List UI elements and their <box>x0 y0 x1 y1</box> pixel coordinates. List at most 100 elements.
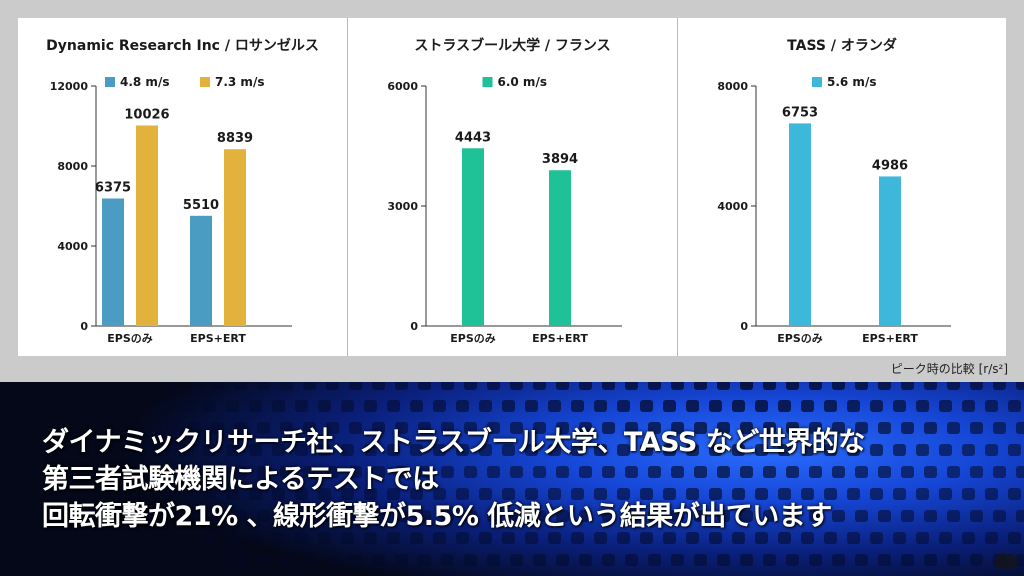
mesh-cell <box>502 444 515 456</box>
mesh-cell <box>686 444 699 456</box>
mesh-cell <box>533 382 546 390</box>
mesh-cell <box>924 382 937 390</box>
data-label: 4443 <box>455 130 491 145</box>
background-mesh-image <box>0 382 1024 576</box>
mesh-cell <box>349 382 362 390</box>
mesh-cell <box>924 510 937 522</box>
panel-divider <box>677 18 678 356</box>
mesh-cell <box>249 488 262 500</box>
mesh-cell <box>303 422 316 434</box>
mesh-cell <box>272 488 285 500</box>
chart-svg: ストラスブール大学 / フランス 6.0 m/s 0 3000 6000 EPSのみ 444… <box>387 37 622 345</box>
mesh-cell <box>349 466 362 478</box>
mesh-cell <box>916 444 929 456</box>
chart-title: TASS / オランダ <box>787 37 897 54</box>
mesh-cell <box>985 488 998 500</box>
mesh-cell <box>579 466 592 478</box>
mesh-cell <box>272 532 285 544</box>
mesh-cell <box>786 466 799 478</box>
mesh-cell <box>234 422 247 434</box>
mesh-cell <box>180 488 193 500</box>
mesh-cell <box>211 466 224 478</box>
mesh-cell <box>295 400 308 412</box>
mesh-cell <box>1016 466 1024 478</box>
mesh-cell <box>433 400 446 412</box>
mesh-cell <box>602 382 615 390</box>
mesh-cell <box>418 382 431 390</box>
mesh-cell <box>763 382 776 390</box>
mesh-cell <box>878 466 891 478</box>
mesh-cell <box>625 382 638 390</box>
y-tick-label: 4000 <box>717 200 748 213</box>
mesh-cell <box>778 400 791 412</box>
mesh-cell <box>188 422 201 434</box>
x-category-label: EPSのみ <box>450 332 496 345</box>
mesh-cell <box>341 400 354 412</box>
mesh-cell <box>226 444 239 456</box>
mesh-cell <box>571 400 584 412</box>
y-tick-label: 0 <box>80 320 88 333</box>
bar <box>224 149 246 326</box>
mesh-cell <box>464 554 477 566</box>
y-tick-label: 12000 <box>50 80 89 93</box>
mesh-cell <box>809 382 822 390</box>
mesh-cell <box>755 488 768 500</box>
mesh-cell <box>617 444 630 456</box>
y-tick-label: 4000 <box>57 240 88 253</box>
mesh-cell <box>579 382 592 390</box>
units-note: ピーク時の比較 [r/s²] <box>890 362 1008 376</box>
mesh-cell <box>786 422 799 434</box>
mesh-cell <box>594 488 607 500</box>
mesh-cell <box>226 400 239 412</box>
mesh-cell <box>456 400 469 412</box>
mesh-cell <box>901 466 914 478</box>
mesh-cell <box>395 422 408 434</box>
mesh-cell <box>441 466 454 478</box>
mesh-cell <box>433 532 446 544</box>
mesh-cell <box>249 532 262 544</box>
chart-panel-strasbourg: ストラスブール大学 / フランス 6.0 m/s 0 3000 6000 EPSのみ 444… <box>348 18 677 356</box>
mesh-cell <box>847 400 860 412</box>
mesh-cell <box>548 532 561 544</box>
mesh-cell <box>870 400 883 412</box>
legend-swatch <box>105 77 115 87</box>
mesh-cell <box>740 422 753 434</box>
mesh-cell <box>295 444 308 456</box>
mesh-cell <box>970 510 983 522</box>
mesh-cell <box>203 444 216 456</box>
mesh-cell <box>456 532 469 544</box>
mesh-cell <box>548 488 561 500</box>
mesh-cell <box>993 382 1006 390</box>
mesh-cell <box>801 532 814 544</box>
mesh-cell <box>441 382 454 390</box>
mesh-cell <box>234 554 247 566</box>
mesh-cell <box>1008 488 1021 500</box>
mesh-cell <box>456 488 469 500</box>
mesh-cell <box>464 422 477 434</box>
mesh-cell <box>809 466 822 478</box>
mesh-cell <box>832 422 845 434</box>
mesh-cell <box>939 444 952 456</box>
mesh-cell <box>441 510 454 522</box>
mesh-cell <box>548 400 561 412</box>
mesh-cell <box>487 466 500 478</box>
mesh-cell <box>947 382 960 390</box>
mesh-cell <box>1008 532 1021 544</box>
mesh-cell <box>717 554 730 566</box>
mesh-cell <box>180 400 193 412</box>
mesh-cell <box>594 400 607 412</box>
x-category-label: EPS+ERT <box>532 332 588 345</box>
mesh-cell <box>993 466 1006 478</box>
mesh-cell <box>525 444 538 456</box>
mesh-cell <box>916 488 929 500</box>
mesh-cell <box>502 488 515 500</box>
x-category-label: EPSのみ <box>107 332 153 345</box>
mesh-cell <box>740 554 753 566</box>
mesh-cell <box>211 510 224 522</box>
mesh-cell <box>763 554 776 566</box>
mesh-cell <box>709 532 722 544</box>
mesh-cell <box>755 444 768 456</box>
mesh-cell <box>970 422 983 434</box>
mesh-cell <box>970 382 983 390</box>
chart-title: Dynamic Research Inc / ロサンゼルス <box>46 37 319 54</box>
